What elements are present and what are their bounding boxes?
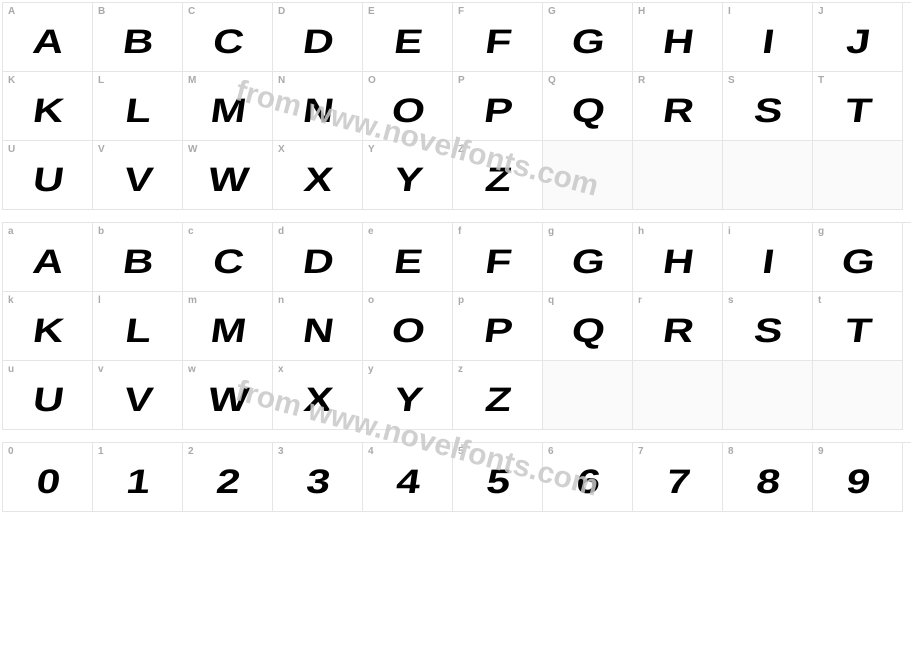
cell-label: 7: [633, 443, 722, 458]
cell-label: g: [813, 223, 902, 238]
cell-label: 8: [723, 443, 812, 458]
cell-label: L: [93, 72, 182, 87]
cell-label: d: [273, 223, 362, 238]
cell-label: v: [93, 361, 182, 376]
cell-label: N: [273, 72, 362, 87]
uppercase-grid: AABBCCDDEEFFGGHHIIJJKKLLMMNNOOPPQQRRSSTT…: [2, 2, 911, 210]
glyph-cell-empty: [723, 141, 813, 210]
cell-label: m: [183, 292, 272, 307]
cell-label: s: [723, 292, 812, 307]
cell-glyph: G: [798, 238, 911, 291]
cell-label: k: [3, 292, 92, 307]
cell-glyph: T: [798, 307, 911, 360]
cell-label: Q: [543, 72, 632, 87]
cell-glyph: J: [798, 18, 911, 71]
cell-label: R: [633, 72, 722, 87]
glyph-cell-empty: [813, 361, 903, 430]
cell-label: J: [813, 3, 902, 18]
cell-label: b: [93, 223, 182, 238]
cell-label: E: [363, 3, 452, 18]
cell-label: O: [363, 72, 452, 87]
cell-label: q: [543, 292, 632, 307]
cell-label: B: [93, 3, 182, 18]
cell-label: U: [3, 141, 92, 156]
cell-label: 9: [813, 443, 902, 458]
glyph-cell-empty: [543, 361, 633, 430]
glyph-cell-empty: [723, 361, 813, 430]
cell-label: h: [633, 223, 722, 238]
cell-glyph: Z: [438, 376, 557, 429]
glyph-cell: zZ: [453, 361, 543, 430]
cell-label: 1: [93, 443, 182, 458]
cell-label: g: [543, 223, 632, 238]
glyph-cell: tT: [813, 292, 903, 361]
cell-label: u: [3, 361, 92, 376]
glyph-cell-empty: [813, 141, 903, 210]
cell-label: o: [363, 292, 452, 307]
glyph-cell: ZZ: [453, 141, 543, 210]
cell-label: r: [633, 292, 722, 307]
cell-label: e: [363, 223, 452, 238]
glyph-cell: JJ: [813, 3, 903, 72]
cell-glyph: 9: [798, 458, 911, 511]
cell-label: l: [93, 292, 182, 307]
cell-label: y: [363, 361, 452, 376]
cell-label: z: [453, 361, 542, 376]
cell-label: 3: [273, 443, 362, 458]
cell-label: F: [453, 3, 542, 18]
cell-glyph: T: [798, 87, 911, 140]
cell-label: C: [183, 3, 272, 18]
cell-label: S: [723, 72, 812, 87]
cell-label: a: [3, 223, 92, 238]
cell-label: I: [723, 3, 812, 18]
cell-label: H: [633, 3, 722, 18]
glyph-cell: TT: [813, 72, 903, 141]
cell-label: 6: [543, 443, 632, 458]
cell-label: T: [813, 72, 902, 87]
cell-label: 4: [363, 443, 452, 458]
glyph-cell-empty: [633, 361, 723, 430]
cell-label: Z: [453, 141, 542, 156]
cell-label: D: [273, 3, 362, 18]
cell-label: G: [543, 3, 632, 18]
cell-label: p: [453, 292, 542, 307]
lowercase-grid: aAbBcCdDeEfFgGhHiIgGkKlLmMnNoOpPqQrRsStT…: [2, 222, 911, 430]
cell-label: i: [723, 223, 812, 238]
cell-label: c: [183, 223, 272, 238]
cell-label: K: [3, 72, 92, 87]
glyph-cell: gG: [813, 223, 903, 292]
cell-label: n: [273, 292, 362, 307]
cell-label: A: [3, 3, 92, 18]
digits-grid: 00112233445566778899: [2, 442, 911, 512]
cell-label: X: [273, 141, 362, 156]
cell-label: 5: [453, 443, 542, 458]
cell-label: w: [183, 361, 272, 376]
cell-label: x: [273, 361, 362, 376]
cell-glyph: Z: [438, 156, 557, 209]
cell-label: 2: [183, 443, 272, 458]
glyph-cell-empty: [543, 141, 633, 210]
cell-label: f: [453, 223, 542, 238]
cell-label: 0: [3, 443, 92, 458]
cell-label: V: [93, 141, 182, 156]
cell-label: M: [183, 72, 272, 87]
cell-label: Y: [363, 141, 452, 156]
glyph-cell-empty: [633, 141, 723, 210]
cell-label: P: [453, 72, 542, 87]
cell-label: t: [813, 292, 902, 307]
glyph-cell: 99: [813, 443, 903, 512]
cell-label: W: [183, 141, 272, 156]
